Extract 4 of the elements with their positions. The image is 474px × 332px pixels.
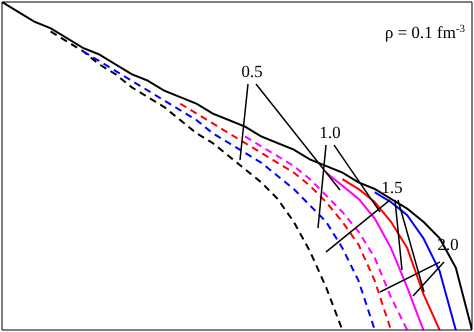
annotation: 0.5 [241,62,263,81]
annotation: ρ = 0.1 fm$^{-3}$ [384,23,466,42]
annotation: 1.5 [381,178,403,197]
annotation: 1.0 [319,123,341,142]
